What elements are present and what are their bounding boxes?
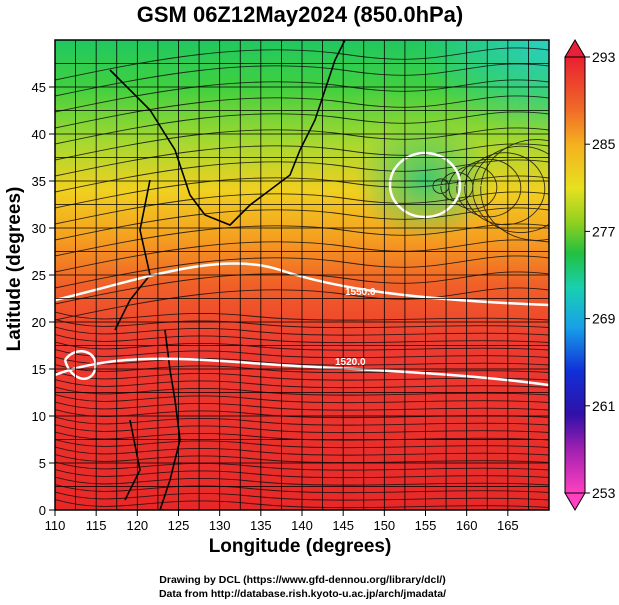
streamline xyxy=(55,191,549,225)
streamline xyxy=(55,111,549,145)
y-tick-label: 40 xyxy=(32,127,46,142)
y-ticks: 0 5 10 15 20 25 30 35 40 45 xyxy=(32,80,55,518)
x-tick-label: 135 xyxy=(250,518,272,533)
y-tick-label: 10 xyxy=(32,409,46,424)
streamline xyxy=(55,341,549,351)
x-tick-label: 150 xyxy=(373,518,395,533)
streamline xyxy=(55,223,549,257)
streamline xyxy=(55,491,549,501)
x-tick-label: 140 xyxy=(291,518,313,533)
y-tick-label: 25 xyxy=(32,268,46,283)
y-tick-label: 20 xyxy=(32,315,46,330)
temperature-field xyxy=(55,40,549,510)
x-tick-label: 160 xyxy=(456,518,478,533)
streamline xyxy=(55,446,549,456)
colorbar-scale xyxy=(564,56,586,494)
streamline xyxy=(55,371,549,381)
colorbar-bottom-arrow xyxy=(564,492,586,511)
x-tick-label: 110 xyxy=(45,518,66,533)
contour-label-1550: 1550.0 xyxy=(345,287,376,298)
streamline xyxy=(456,158,522,218)
streamline xyxy=(55,394,549,404)
streamline xyxy=(448,165,498,210)
streamline xyxy=(55,386,549,396)
streamline xyxy=(55,255,549,289)
colorbar: 293 285 277 269 261 253 xyxy=(564,39,616,511)
x-tick-label: 125 xyxy=(168,518,190,533)
y-axis-label: Latitude (degrees) xyxy=(4,186,25,352)
streamline xyxy=(55,239,549,273)
streamline xyxy=(55,175,549,209)
streamline xyxy=(55,271,549,305)
streamline xyxy=(55,484,549,494)
x-tick-label: 120 xyxy=(126,518,148,533)
streamline xyxy=(55,401,549,411)
colorbar-label: 261 xyxy=(592,398,616,414)
colorbar-label: 277 xyxy=(592,223,616,239)
streamline xyxy=(55,476,549,486)
x-tick-label: 130 xyxy=(209,518,231,533)
streamline xyxy=(472,145,549,234)
streamline xyxy=(55,461,549,471)
y-tick-label: 30 xyxy=(32,221,46,236)
streamline xyxy=(55,319,549,329)
lat-lon-grid xyxy=(55,40,549,510)
streamline xyxy=(55,416,549,426)
streamline xyxy=(480,139,549,241)
streamline xyxy=(55,349,549,359)
y-tick-label: 0 xyxy=(39,503,46,518)
x-tick-label: 155 xyxy=(415,518,437,533)
colorbar-top-arrow xyxy=(564,39,586,58)
streamline xyxy=(55,79,549,113)
x-axis-label: Longitude (degrees) xyxy=(208,536,392,557)
streamline xyxy=(55,326,549,336)
y-tick-label: 45 xyxy=(32,80,46,95)
x-ticks: 110 115 120 125 130 135 140 145 150 155 160 165 xyxy=(45,510,519,533)
credit-data: Data from http://database.rish.kyoto-u.a… xyxy=(158,588,447,600)
streamline xyxy=(55,143,549,177)
height-contours xyxy=(55,151,549,387)
streamline xyxy=(55,207,549,241)
y-tick-label: 5 xyxy=(39,456,46,471)
streamline xyxy=(55,469,549,479)
streamline xyxy=(55,311,549,321)
credit-drawing: Drawing by DCL (https://www.gfd-dennou.o… xyxy=(159,574,446,586)
colorbar-label: 285 xyxy=(592,136,616,152)
streamline xyxy=(55,356,549,366)
x-tick-label: 145 xyxy=(332,518,354,533)
contour-label-1520: 1520.0 xyxy=(335,357,366,368)
colorbar-label: 269 xyxy=(592,311,616,327)
map-title: GSM 06Z12May2024 (850.0hPa) xyxy=(136,2,464,27)
y-tick-label: 35 xyxy=(32,174,46,189)
streamline xyxy=(55,499,549,509)
streamline xyxy=(55,334,549,344)
colorbar-label: 293 xyxy=(592,49,616,65)
streamline xyxy=(55,95,549,129)
colorbar-label: 253 xyxy=(592,485,616,501)
streamline xyxy=(55,454,549,464)
streamline xyxy=(55,439,549,449)
streamline xyxy=(55,63,549,97)
x-tick-label: 165 xyxy=(497,518,519,533)
streamline xyxy=(55,431,549,441)
y-tick-label: 15 xyxy=(32,362,46,377)
x-tick-label: 115 xyxy=(86,518,107,533)
streamline xyxy=(55,287,549,321)
streamline xyxy=(55,379,549,389)
streamline xyxy=(55,424,549,434)
